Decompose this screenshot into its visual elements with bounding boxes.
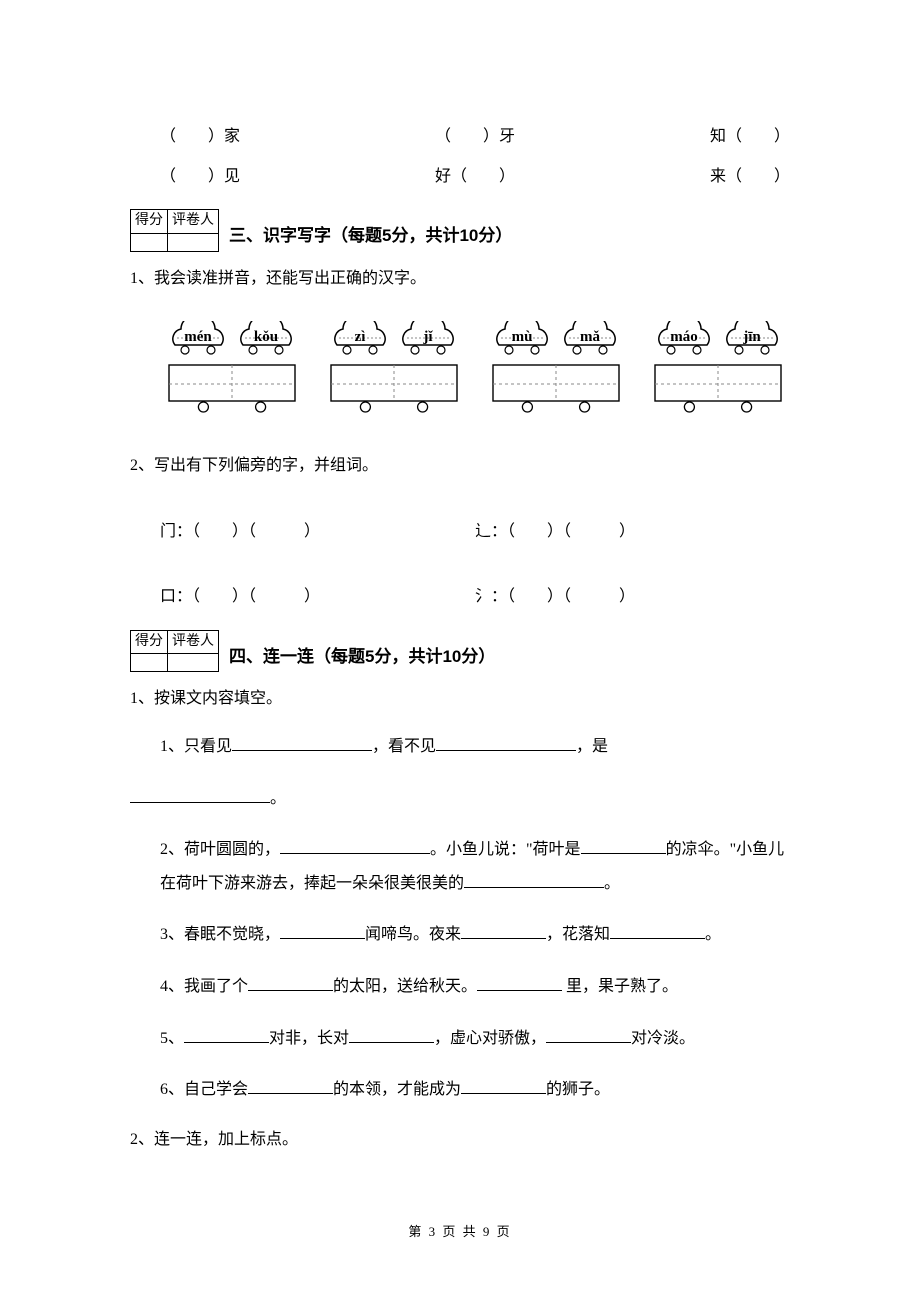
pinyin-cloud-icon: máo [653,321,715,355]
s4-q2: 2、连一连，加上标点。 [130,1127,790,1153]
s4-q1: 1、按课文内容填空。 [130,686,790,712]
pinyin-cloud-icon: mù [491,321,553,355]
radical-item: 辶：（ ）（ ） [475,519,790,545]
s3-q2: 2、写出有下列偏旁的字，并组词。 [130,453,790,479]
writing-box-icon [653,363,783,413]
grader-label: 评卷人 [168,630,219,653]
pinyin-unit: mù mǎ [484,321,628,413]
section-4-header: 得分 评卷人 四、连一连（每题5分，共计10分） [130,630,790,672]
radical-row-2: 口：（ ）（ ） 氵：（ ）（ ） [160,584,790,610]
svg-text:mǎ: mǎ [580,329,600,345]
writing-box-icon [167,363,297,413]
fill-item: 来（ ） [710,164,790,190]
fill-line-cont: 。 [130,782,790,816]
s3-q1: 1、我会读准拼音，还能写出正确的汉字。 [130,266,790,292]
svg-text:jǐ: jǐ [422,329,433,345]
svg-text:mén: mén [184,329,212,345]
s4-fill-lines: 1、只看见，看不见，是。 2、荷叶圆圆的，。小鱼儿说："荷叶是的凉伞。"小鱼儿在荷… [130,730,790,1107]
radical-item: 口：（ ）（ ） [160,584,475,610]
svg-text:mù: mù [512,329,533,345]
section-4-title: 四、连一连（每题5分，共计10分） [229,643,495,672]
svg-text:jīn: jīn [742,329,761,345]
radical-item: 氵：（ ）（ ） [475,584,790,610]
svg-text:máo: máo [670,329,698,345]
grader-label: 评卷人 [168,210,219,233]
pinyin-cloud-icon: jīn [721,321,783,355]
section-3-title: 三、识字写字（每题5分，共计10分） [229,222,512,251]
score-box: 得分 评卷人 [130,630,219,672]
radical-row-1: 门：（ ）（ ） 辶：（ ）（ ） [160,519,790,545]
pinyin-cloud-icon: mén [167,321,229,355]
fill-line: 3、春眠不觉晓，闻啼鸟。夜来，花落知。 [160,918,790,952]
pinyin-cloud-icon: jǐ [397,321,459,355]
fill-item: 知（ ） [710,124,790,150]
score-label: 得分 [131,210,168,233]
svg-text:zì: zì [355,329,366,345]
pinyin-unit: máo jīn [646,321,790,413]
score-box: 得分 评卷人 [130,209,219,251]
writing-box-icon [329,363,459,413]
pinyin-unit: mén kǒu [160,321,304,413]
fill-item: 好（ ） [435,164,515,190]
fill-line: 2、荷叶圆圆的，。小鱼儿说："荷叶是的凉伞。"小鱼儿在荷叶下游来游去，捧起一朵朵… [160,833,790,900]
writing-box-icon [491,363,621,413]
section-3-header: 得分 评卷人 三、识字写字（每题5分，共计10分） [130,209,790,251]
fill-line: 1、只看见，看不见，是 [160,730,790,764]
svg-text:kǒu: kǒu [254,329,278,345]
pinyin-row: mén kǒu zì jǐ [160,321,790,413]
radical-item: 门：（ ）（ ） [160,519,475,545]
fill-line: 6、自己学会的本领，才能成为的狮子。 [160,1073,790,1107]
fill-row-1: （ ）家 （ ）牙 知（ ） [160,124,790,150]
fill-item: （ ）家 [160,124,240,150]
fill-line: 4、我画了个的太阳，送给秋天。 里，果子熟了。 [160,970,790,1004]
pinyin-cloud-icon: mǎ [559,321,621,355]
fill-row-2: （ ）见 好（ ） 来（ ） [160,164,790,190]
pinyin-unit: zì jǐ [322,321,466,413]
page-footer: 第 3 页 共 9 页 [130,1222,790,1243]
fill-item: （ ）见 [160,164,240,190]
pinyin-cloud-icon: zì [329,321,391,355]
pinyin-cloud-icon: kǒu [235,321,297,355]
fill-line: 5、对非，长对，虚心对骄傲，对冷淡。 [160,1022,790,1056]
fill-item: （ ）牙 [435,124,515,150]
score-label: 得分 [131,630,168,653]
